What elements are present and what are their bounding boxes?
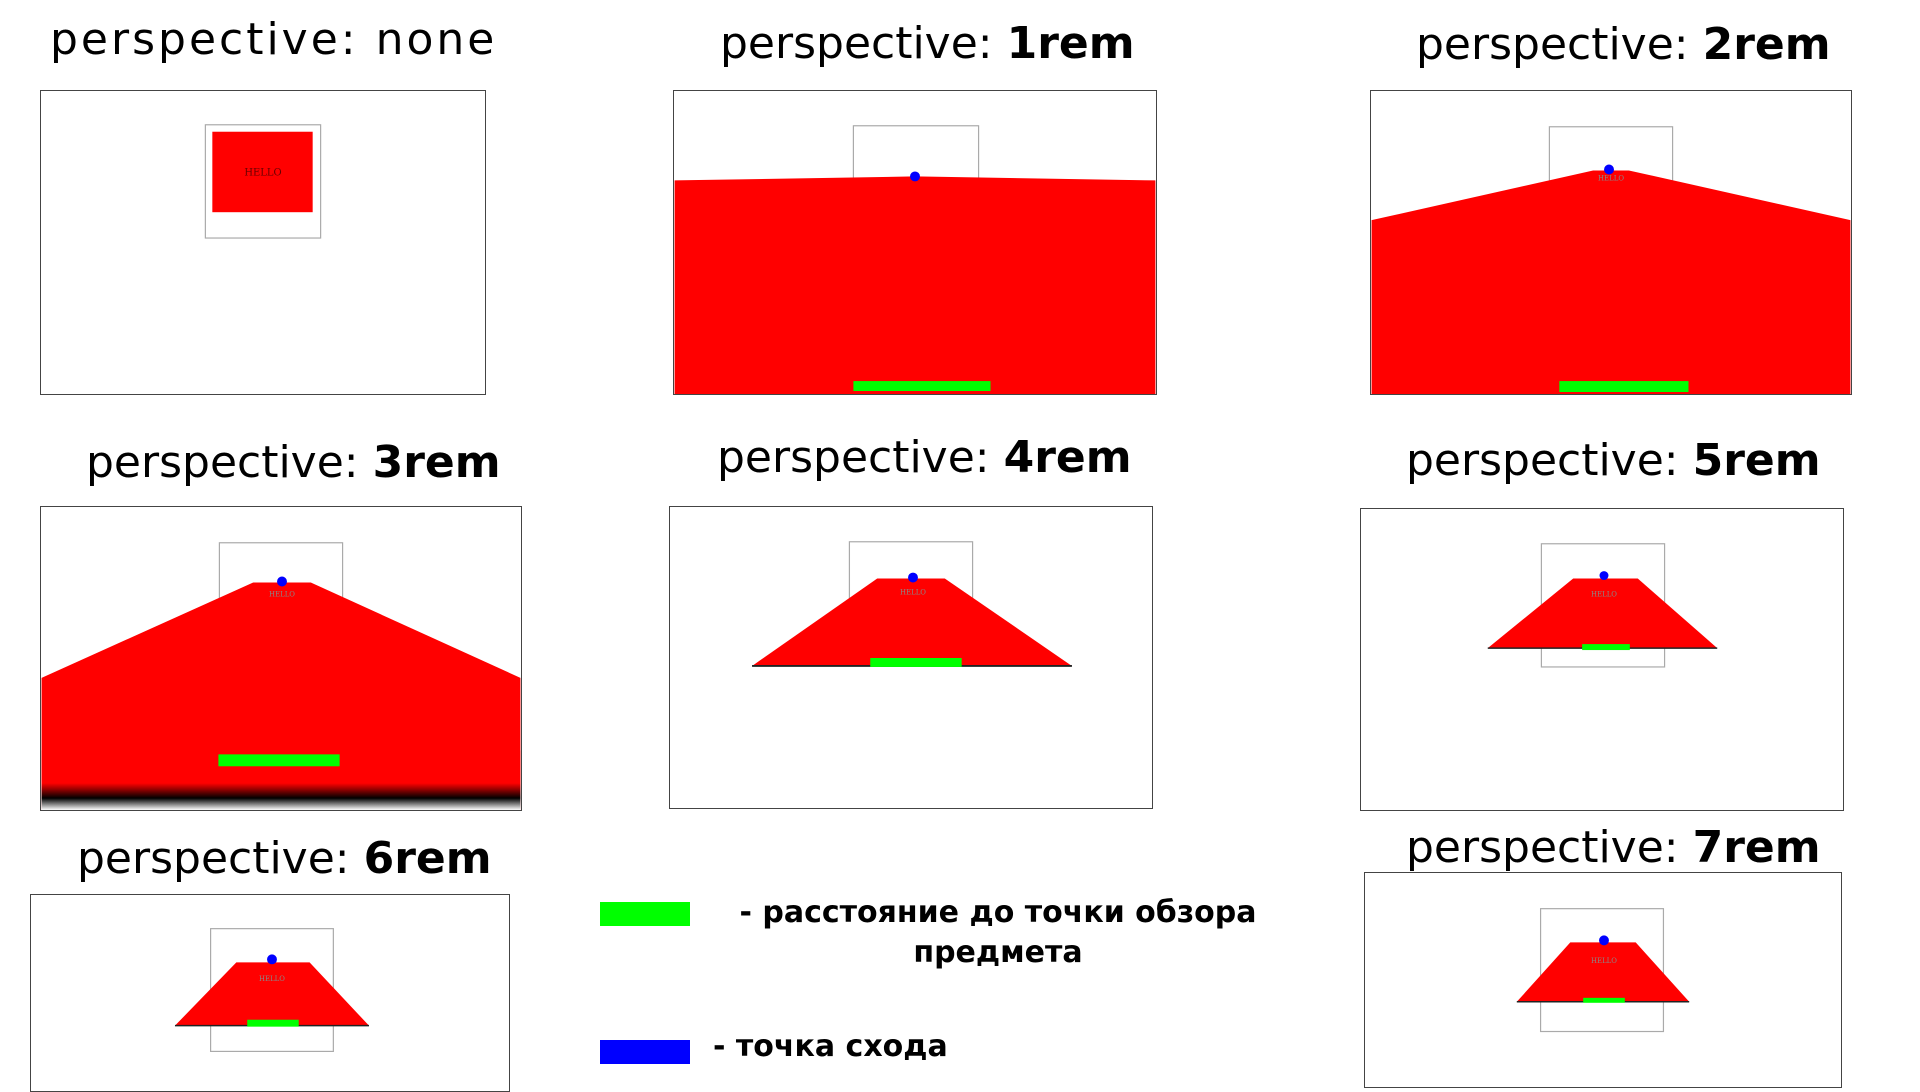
legend-blue-swatch	[600, 1040, 690, 1064]
panel-2rem: HELLO	[1370, 90, 1852, 395]
box-label: HELLO	[1591, 590, 1617, 598]
inner-frame	[1539, 908, 1665, 1033]
distance-marker	[1582, 644, 1630, 651]
vanishing-point	[1599, 935, 1609, 946]
box-label: HELLO	[259, 975, 285, 983]
vanishing-point	[910, 171, 920, 182]
perspective-shape	[674, 176, 1156, 394]
box-label: HELLO	[900, 588, 926, 596]
perspective-shape	[752, 578, 1072, 666]
distance-marker	[1583, 997, 1625, 1003]
panel-3rem: HELLO	[40, 506, 522, 811]
panel-title-4rem: perspective: 4rem	[717, 432, 1132, 483]
box-label: HELLO	[1591, 957, 1617, 965]
box-label: HELLO	[269, 590, 295, 598]
legend-green-swatch	[600, 902, 690, 926]
box-label: HELLO	[244, 167, 281, 178]
vanishing-point	[1604, 164, 1614, 175]
vanishing-point	[277, 576, 287, 587]
panel-none: HELLO	[40, 90, 486, 395]
inner-frame	[204, 124, 322, 239]
panel-5rem: HELLO	[1360, 508, 1844, 811]
panel-4rem: HELLO	[669, 506, 1153, 809]
distance-marker	[247, 1019, 299, 1027]
panel-title-7rem: perspective: 7rem	[1406, 822, 1821, 873]
panel-title-1rem: perspective: 1rem	[720, 18, 1135, 69]
distance-marker	[870, 657, 962, 667]
panel-4rem-illustration: HELLO	[752, 541, 1072, 667]
flat-square	[212, 131, 313, 213]
distance-marker	[218, 754, 340, 767]
distance-marker	[853, 381, 991, 392]
distance-marker	[1559, 381, 1689, 393]
panel-1rem	[673, 90, 1157, 395]
panel-title-none: perspective: none	[50, 14, 498, 65]
perspective-shape	[1516, 942, 1690, 1002]
panel-5rem-illustration: HELLO	[1487, 543, 1718, 668]
panel-title-3rem: perspective: 3rem	[86, 437, 501, 488]
panel-title-5rem: perspective: 5rem	[1406, 435, 1821, 486]
panel-7rem-illustration: HELLO	[1516, 908, 1690, 1033]
panel-title-6rem: perspective: 6rem	[77, 833, 492, 884]
perspective-shape	[1371, 170, 1851, 394]
panel-2rem-illustration: HELLO	[1371, 126, 1851, 394]
panel-title-2rem: perspective: 2rem	[1416, 19, 1831, 70]
vanishing-point	[1599, 571, 1609, 581]
panel-1rem-illustration	[674, 125, 1156, 394]
panel-6rem-illustration: HELLO	[174, 928, 369, 1052]
perspective-shape	[1487, 578, 1718, 649]
panel-6rem: HELLO	[30, 894, 510, 1092]
perspective-shape	[174, 962, 369, 1026]
vanishing-point	[267, 954, 277, 965]
legend-blue-label: - точка схода	[713, 1029, 948, 1064]
vanishing-point	[908, 572, 918, 583]
panel-3rem-illustration: HELLO	[41, 542, 521, 810]
box-label: HELLO	[1598, 174, 1624, 182]
panel-none-illustration: HELLO	[204, 124, 322, 239]
legend-green-label: - расстояние до точки обзора предмета	[739, 895, 1257, 970]
panel-7rem: HELLO	[1364, 872, 1842, 1088]
